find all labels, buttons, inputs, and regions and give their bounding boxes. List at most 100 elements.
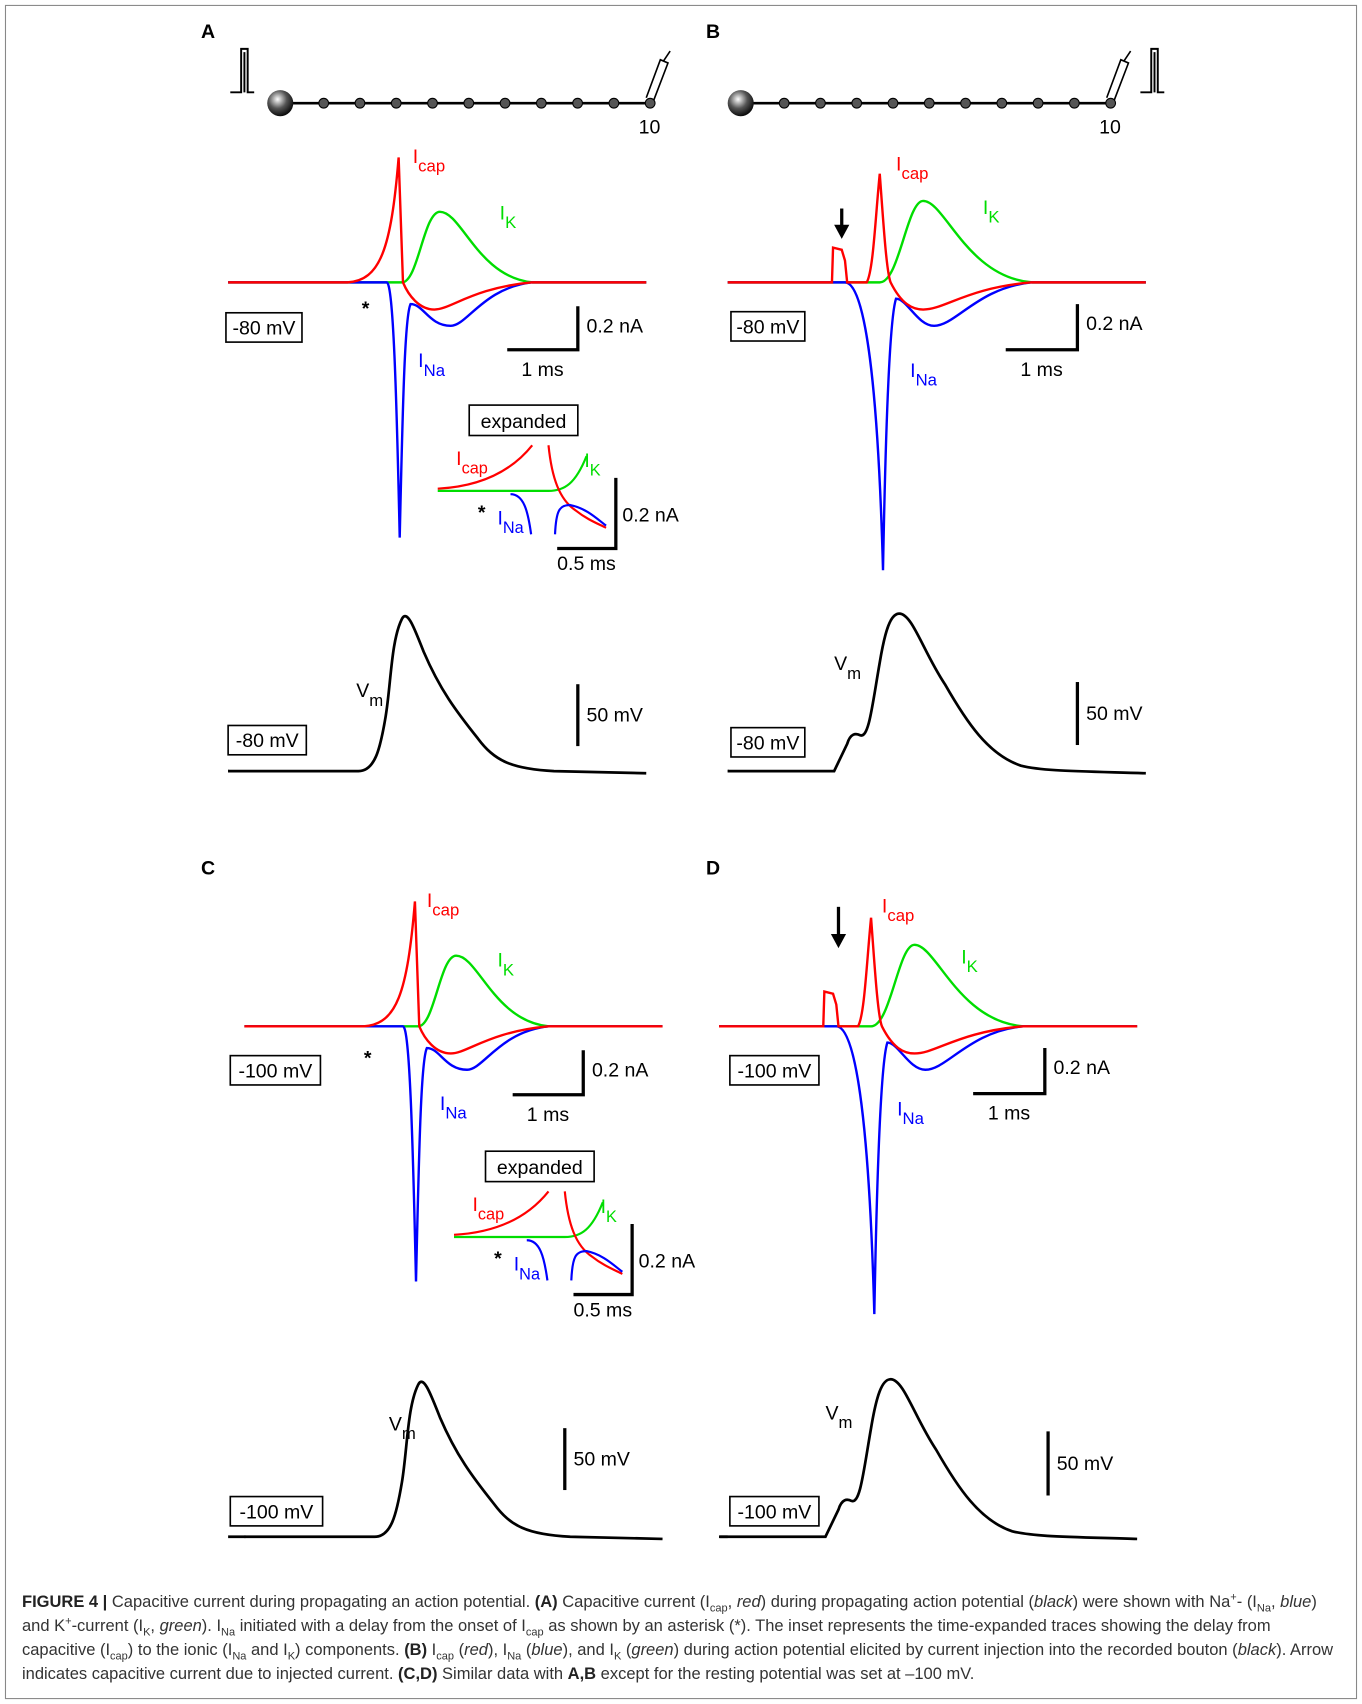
rest-vm-label: -80 mV xyxy=(236,730,299,752)
caption-run: Capacitive current (I xyxy=(558,1593,710,1611)
trace-label: IK xyxy=(497,950,514,980)
scale-voltage-label: 50 mV xyxy=(1057,1453,1113,1475)
label-sub: m xyxy=(369,691,383,710)
current-scale-bar xyxy=(513,1050,584,1095)
panel-letter: B xyxy=(706,21,720,43)
trace-label: Icap xyxy=(427,890,459,920)
rest-current-label: -100 mV xyxy=(238,1060,312,1082)
caption-run: ( xyxy=(621,1641,631,1659)
rest-current-label: -80 mV xyxy=(736,316,799,338)
bouton xyxy=(779,98,789,108)
ik-trace xyxy=(719,945,1137,1026)
caption-run: ( xyxy=(454,1641,464,1659)
bouton xyxy=(1033,98,1043,108)
inset-label: INa xyxy=(497,508,524,538)
caption-run: ) during propagating action potential ( xyxy=(761,1593,1034,1611)
scale-time-label: 1 ms xyxy=(527,1104,570,1126)
caption-run: , xyxy=(1271,1593,1280,1611)
bouton xyxy=(852,98,862,108)
caption-run: cap xyxy=(436,1650,454,1662)
label-sub: m xyxy=(402,1424,416,1443)
caption-run: Na xyxy=(507,1650,521,1662)
scale-time-label: 0.5 ms xyxy=(557,553,616,575)
label-sub: m xyxy=(838,1413,852,1432)
asterisk: * xyxy=(362,298,370,320)
caption-run: blue xyxy=(1280,1593,1311,1611)
stimulus xyxy=(230,49,254,92)
trace-label: IK xyxy=(961,946,978,976)
label-sub: K xyxy=(606,1208,617,1226)
caption-run: green xyxy=(631,1641,673,1659)
label-sub: cap xyxy=(901,164,928,183)
icap-trace xyxy=(228,157,646,309)
trace-label: Icap xyxy=(882,895,914,925)
label-main: V xyxy=(356,680,369,702)
scale-time-label: 1 ms xyxy=(988,1103,1031,1125)
caption-run: ) during action potential elicited by cu… xyxy=(674,1641,1238,1659)
caption-run: black xyxy=(1034,1593,1073,1611)
soma xyxy=(728,90,754,116)
asterisk: * xyxy=(364,1047,372,1069)
inset-title: expanded xyxy=(497,1157,583,1179)
bouton xyxy=(609,98,619,108)
caption-run: ) components. xyxy=(295,1641,404,1659)
scale-current-label: 0.2 nA xyxy=(639,1250,695,1272)
caption-run: - (I xyxy=(1237,1593,1257,1611)
trace-label: Vm xyxy=(825,1402,852,1432)
rest-vm-label: -80 mV xyxy=(736,732,799,754)
bouton xyxy=(888,98,898,108)
ik-trace xyxy=(728,201,1146,282)
scale-time-label: 1 ms xyxy=(521,359,564,381)
rest-vm-label: -100 mV xyxy=(240,1501,314,1523)
inset-scale xyxy=(573,1224,632,1295)
bouton xyxy=(500,98,510,108)
caption-run: black xyxy=(1238,1641,1277,1659)
panel-letter: D xyxy=(706,857,720,879)
figure-page: A10-80 mV-80 mVIcapIKINaVm*0.2 nA1 ms50 … xyxy=(0,0,1362,1704)
label-sub: Na xyxy=(445,1104,467,1123)
current-scale-bar xyxy=(507,306,578,349)
caption-run: ) to the ionic (I xyxy=(128,1641,233,1659)
caption-run: FIGURE 4 | xyxy=(22,1593,112,1611)
bouton xyxy=(536,98,546,108)
inset-scale xyxy=(557,478,616,549)
bouton xyxy=(997,98,1007,108)
caption-run: Na xyxy=(1257,1602,1271,1614)
inset-label: Icap xyxy=(472,1194,504,1224)
scale-time-label: 0.5 ms xyxy=(573,1299,632,1321)
figure: A10-80 mV-80 mVIcapIKINaVm*0.2 nA1 ms50 … xyxy=(0,0,1362,1704)
scale-voltage-label: 50 mV xyxy=(587,705,643,727)
trace-label: IK xyxy=(983,197,1000,227)
asterisk: * xyxy=(494,1248,502,1270)
rest-current-label: -100 mV xyxy=(737,1060,811,1082)
label-sub: Na xyxy=(916,371,938,390)
scale-current-label: 0.2 nA xyxy=(592,1059,648,1081)
ik-trace xyxy=(244,956,662,1027)
label-sub: Na xyxy=(503,519,525,537)
trace-label: Vm xyxy=(356,680,383,710)
caption-run: Na xyxy=(232,1650,246,1662)
scale-current-label: 0.2 nA xyxy=(1086,313,1142,335)
electrode xyxy=(1107,51,1131,100)
label-main: V xyxy=(389,1413,402,1435)
caption-run: , xyxy=(150,1617,159,1635)
caption-run: (A) xyxy=(535,1593,558,1611)
scale-current-label: 0.2 nA xyxy=(1054,1057,1110,1079)
stimulus xyxy=(1140,49,1164,92)
bouton xyxy=(924,98,934,108)
inset-label: Icap xyxy=(456,448,488,478)
caption-run: ). I xyxy=(202,1617,221,1635)
caption-run: red xyxy=(464,1641,488,1659)
bouton xyxy=(816,98,826,108)
scale-current-label: 0.2 nA xyxy=(587,315,643,337)
icap-trace xyxy=(728,174,1146,310)
caption-run: Na xyxy=(221,1626,235,1638)
arrow-head xyxy=(831,934,846,948)
label-sub: K xyxy=(505,213,516,232)
label-sub: K xyxy=(590,462,601,480)
label-main: V xyxy=(825,1402,838,1424)
bouton xyxy=(1069,98,1079,108)
soma xyxy=(267,90,293,116)
icap-trace xyxy=(719,918,1137,1054)
current-scale-bar xyxy=(973,1048,1045,1094)
